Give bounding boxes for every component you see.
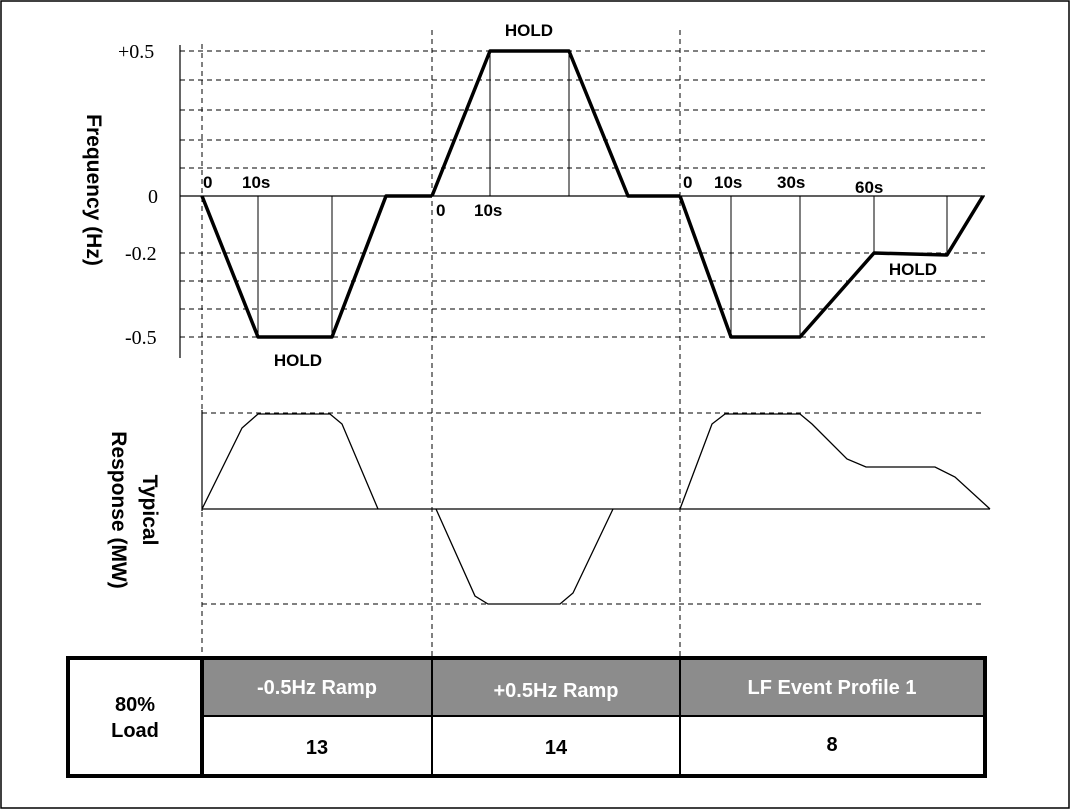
p2-time-10s: 10s bbox=[474, 201, 502, 220]
table-header-3 bbox=[680, 658, 985, 716]
table-header-label-3: LF Event Profile 1 bbox=[748, 677, 917, 699]
response-axis-title-line1: Typical bbox=[138, 475, 161, 546]
row-label-line2: Load bbox=[111, 720, 159, 742]
row-label-line1: 80% bbox=[115, 694, 155, 716]
p3-hold-label: HOLD bbox=[889, 260, 937, 279]
p3-time-10s: 10s bbox=[714, 173, 742, 192]
p1-time-0: 0 bbox=[203, 173, 212, 192]
p1-time-10s: 10s bbox=[242, 173, 270, 192]
table-header-1 bbox=[202, 658, 432, 716]
profile-neg-ramp-line bbox=[200, 194, 432, 339]
response-neg-ramp-line bbox=[201, 413, 379, 510]
response-pos-ramp-line bbox=[435, 508, 614, 605]
table-value-1: 13 bbox=[306, 737, 328, 759]
table-value-3: 8 bbox=[826, 734, 837, 756]
p3-time-30s: 30s bbox=[777, 173, 805, 192]
tick-minus-0.2: -0.2 bbox=[125, 243, 157, 265]
tick-0: 0 bbox=[148, 186, 158, 208]
profile-lf-event-line bbox=[678, 195, 985, 339]
frequency-axis-title: Frequency (Hz) bbox=[82, 114, 105, 266]
time-markers bbox=[257, 51, 948, 337]
table-header-label-2: +0.5Hz Ramp bbox=[493, 680, 618, 702]
section-dividers bbox=[201, 30, 681, 658]
frequency-chart: +0.5 0 -0.2 -0.5 Frequency (Hz) 0 10s 0 … bbox=[82, 21, 985, 370]
response-chart: Typical Response (MW) bbox=[107, 410, 991, 605]
results-table: 80% Load -0.5Hz Ramp +0.5Hz Ramp LF Even… bbox=[66, 656, 987, 778]
tick-plus-0.5: +0.5 bbox=[118, 41, 154, 63]
tick-minus-0.5: -0.5 bbox=[125, 327, 157, 349]
p2-time-0: 0 bbox=[436, 201, 445, 220]
response-lf-event-line bbox=[679, 413, 991, 510]
p2-hold-label: HOLD bbox=[505, 21, 553, 40]
p3-time-60s: 60s bbox=[855, 178, 883, 197]
table-value-2: 14 bbox=[545, 737, 568, 759]
table-header-2 bbox=[432, 658, 680, 716]
p3-time-0: 0 bbox=[683, 173, 692, 192]
profile-pos-ramp-line bbox=[430, 49, 680, 198]
response-axis-title-line2: Response (MW) bbox=[107, 431, 130, 589]
table-header-label-1: -0.5Hz Ramp bbox=[257, 677, 377, 699]
p1-hold-label: HOLD bbox=[274, 351, 322, 370]
